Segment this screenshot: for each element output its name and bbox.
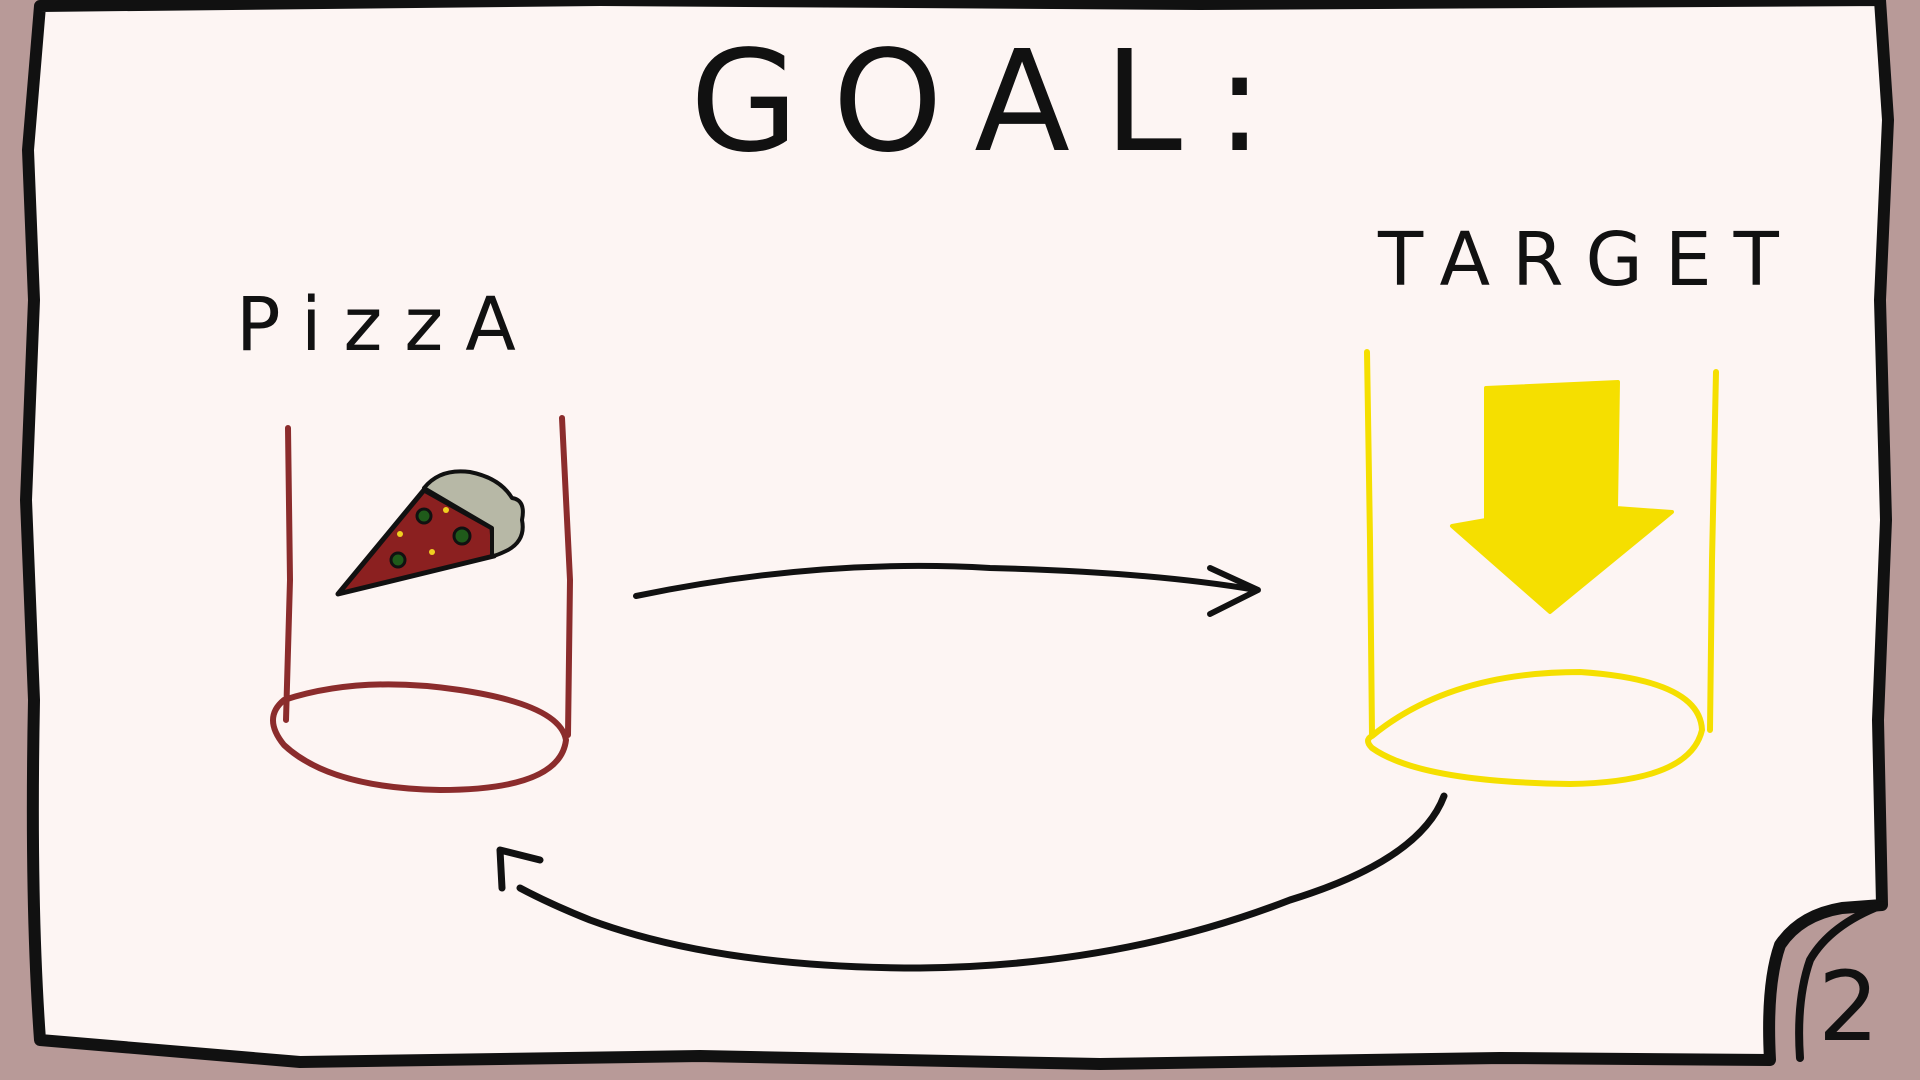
forward-arrow-shaft [633,562,1259,599]
return-arrow-head [496,846,544,892]
pizza-slice-crust [422,469,525,558]
pizza-cheese-dot [443,507,449,513]
source-tube-left-wall [283,425,294,723]
target-tube [1364,349,1719,788]
target-tube-bottom-ellipse [1365,668,1706,788]
forward-arrow-head [1207,565,1261,617]
page-corner-fold [1795,901,1886,1062]
target-tube-left-wall [1364,349,1375,738]
source-tube-bottom-ellipse [270,681,570,794]
pizza-olive [452,526,472,546]
paper-sheet [20,0,1894,1070]
target-tube-right-wall [1707,369,1719,733]
source-tube [270,415,574,794]
pizza-slice-icon [335,469,525,597]
source-tube-right-wall [559,415,574,738]
pizza-cheese-dot [397,531,403,537]
pizza-olive [415,507,433,525]
return-arrow [496,792,1448,972]
pizza-olive [389,551,407,569]
return-arrow-shaft [516,792,1448,972]
pizza-cheese-dot [429,549,435,555]
target-tube-label: TARGET [1377,217,1801,303]
source-tube-label: PizzA [236,282,538,368]
page-number: 2 [1818,951,1879,1063]
down-arrow-icon [1450,380,1674,614]
forward-arrow [633,562,1261,617]
page-title: GOAL: [690,21,1297,184]
